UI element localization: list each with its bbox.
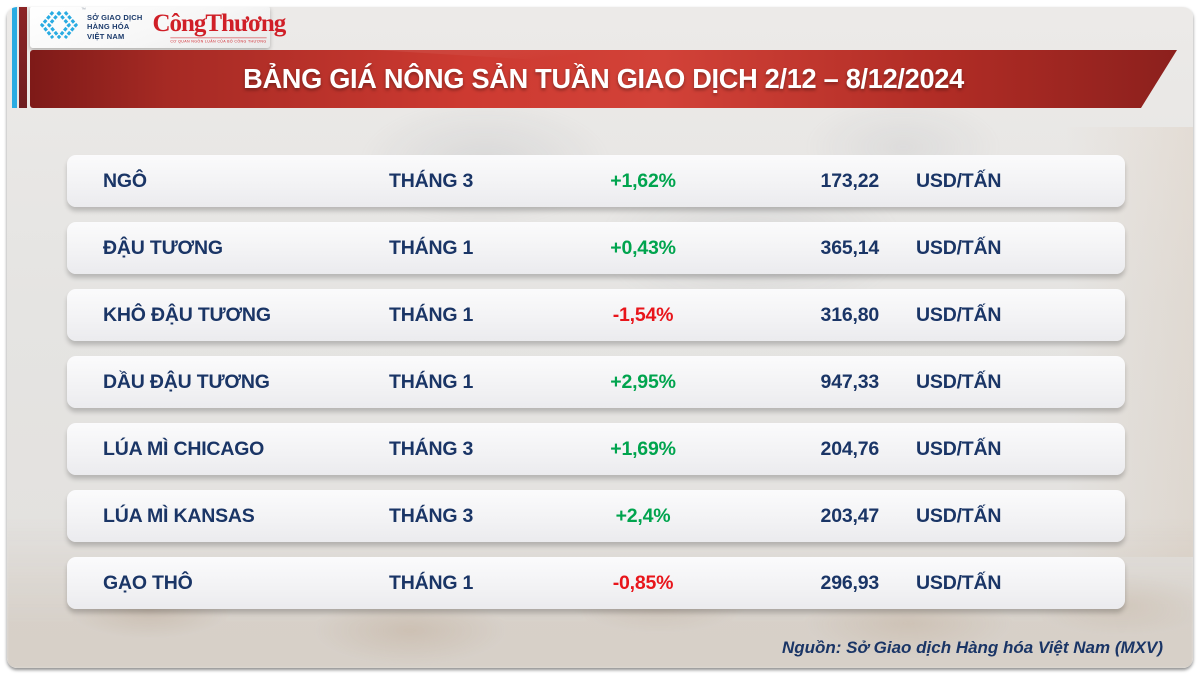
price-unit: USD/TẤN bbox=[916, 370, 1002, 393]
price-value: 316,80 bbox=[820, 303, 880, 326]
price-unit: USD/TẤN bbox=[916, 303, 1002, 326]
congthuong-logo: CôngThương CƠ QUAN NGÔN LUẬN CỦA BỘ CÔNG… bbox=[152, 9, 286, 44]
infographic-canvas: ™ SỞ GIAO DỊCH HÀNG HÓA VIỆT NAM CôngThư… bbox=[7, 7, 1193, 668]
commodity-name: LÚA MÌ CHICAGO bbox=[103, 437, 265, 460]
contract-month: THÁNG 3 bbox=[389, 169, 474, 192]
congthuong-tagline: CƠ QUAN NGÔN LUẬN CỦA BỘ CÔNG THƯƠNG bbox=[170, 36, 267, 44]
table-row: ĐẬU TƯƠNG THÁNG 1 +0,43% 365,14 USD/TẤN bbox=[67, 222, 1125, 274]
table-row: LÚA MÌ KANSAS THÁNG 3 +2,4% 203,47 USD/T… bbox=[67, 490, 1125, 542]
contract-month: THÁNG 1 bbox=[389, 571, 474, 594]
price-value: 947,33 bbox=[820, 370, 880, 393]
commodity-name: GẠO THÔ bbox=[103, 571, 193, 594]
price-value: 203,47 bbox=[820, 504, 880, 527]
weekly-change: +1,62% bbox=[610, 169, 676, 192]
table-row: KHÔ ĐẬU TƯƠNG THÁNG 1 -1,54% 316,80 USD/… bbox=[67, 289, 1125, 341]
accent-bar-cyan bbox=[12, 7, 17, 108]
contract-month: THÁNG 3 bbox=[389, 504, 474, 527]
table-row: LÚA MÌ CHICAGO THÁNG 3 +1,69% 204,76 USD… bbox=[67, 423, 1125, 475]
commodity-name: DẦU ĐẬU TƯƠNG bbox=[103, 370, 270, 393]
accent-bar-red bbox=[19, 7, 27, 108]
weekly-change: +1,69% bbox=[610, 437, 676, 460]
congthuong-wordmark: CôngThương bbox=[152, 9, 286, 37]
contract-month: THÁNG 3 bbox=[389, 437, 474, 460]
price-value: 204,76 bbox=[820, 437, 880, 460]
weekly-change: -1,54% bbox=[612, 303, 674, 326]
weekly-change: +0,43% bbox=[610, 236, 676, 259]
title-banner: BẢNG GIÁ NÔNG SẢN TUẦN GIAO DỊCH 2/12 – … bbox=[30, 50, 1177, 108]
price-unit: USD/TẤN bbox=[916, 236, 1002, 259]
price-unit: USD/TẤN bbox=[916, 437, 1002, 460]
price-table: NGÔ THÁNG 3 +1,62% 173,22 USD/TẤN ĐẬU TƯ… bbox=[67, 155, 1125, 624]
table-row: DẦU ĐẬU TƯƠNG THÁNG 1 +2,95% 947,33 USD/… bbox=[67, 356, 1125, 408]
commodity-name: KHÔ ĐẬU TƯƠNG bbox=[103, 303, 271, 326]
weekly-change: +2,4% bbox=[615, 504, 671, 527]
table-row: GẠO THÔ THÁNG 1 -0,85% 296,93 USD/TẤN bbox=[67, 557, 1125, 609]
contract-month: THÁNG 1 bbox=[389, 303, 474, 326]
mxv-org-name: SỞ GIAO DỊCH HÀNG HÓA VIỆT NAM bbox=[87, 12, 143, 41]
price-value: 296,93 bbox=[820, 571, 880, 594]
trademark-symbol: ™ bbox=[81, 7, 86, 13]
commodity-name: NGÔ bbox=[103, 169, 147, 192]
weekly-change: +2,95% bbox=[610, 370, 676, 393]
source-attribution: Nguồn: Sở Giao dịch Hàng hóa Việt Nam (M… bbox=[781, 638, 1163, 657]
price-unit: USD/TẤN bbox=[916, 169, 1002, 192]
contract-month: THÁNG 1 bbox=[389, 236, 474, 259]
price-unit: USD/TẤN bbox=[916, 504, 1002, 527]
page-title: BẢNG GIÁ NÔNG SẢN TUẦN GIAO DỊCH 2/12 – … bbox=[243, 63, 964, 94]
price-unit: USD/TẤN bbox=[916, 571, 1002, 594]
weekly-change: -0,85% bbox=[612, 571, 674, 594]
commodity-name: ĐẬU TƯƠNG bbox=[103, 236, 223, 259]
contract-month: THÁNG 1 bbox=[389, 370, 474, 393]
mxv-chevron-icon: ™ bbox=[38, 7, 86, 45]
price-value: 173,22 bbox=[820, 169, 880, 192]
logo-plate: ™ SỞ GIAO DỊCH HÀNG HÓA VIỆT NAM CôngThư… bbox=[30, 7, 286, 48]
table-row: NGÔ THÁNG 3 +1,62% 173,22 USD/TẤN bbox=[67, 155, 1125, 207]
commodity-name: LÚA MÌ KANSAS bbox=[103, 504, 255, 527]
price-value: 365,14 bbox=[820, 236, 880, 259]
